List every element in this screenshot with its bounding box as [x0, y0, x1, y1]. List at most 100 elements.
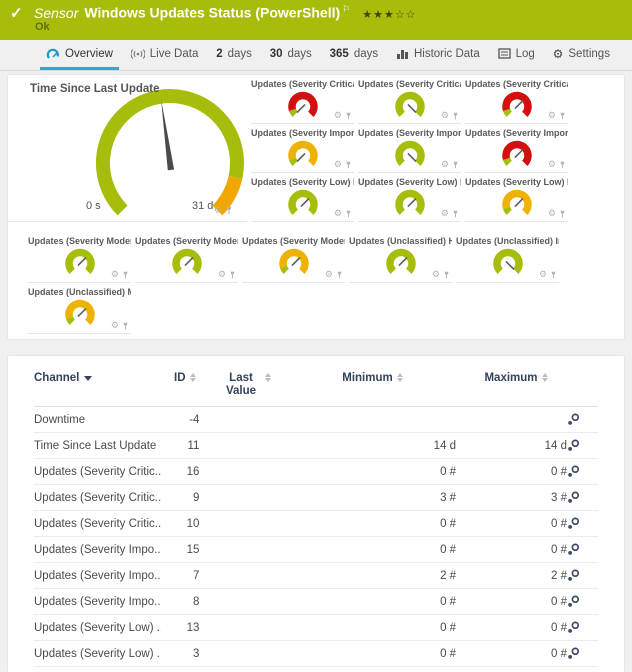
- gauge-tile[interactable]: Updates (Severity Moderate) ... ⚙: [242, 232, 345, 283]
- gear-icon[interactable]: ⚙: [213, 205, 222, 215]
- tab-30-days[interactable]: 30 days: [264, 40, 318, 70]
- channel-settings-button[interactable]: [567, 413, 598, 426]
- channel-settings-button[interactable]: [567, 439, 598, 452]
- column-header-minimum[interactable]: Minimum: [285, 372, 460, 384]
- tab-settings[interactable]: ⚙ Settings: [547, 40, 616, 70]
- channel-row[interactable]: Updates (Severity Critic... 10 0 # 0 #: [34, 511, 598, 537]
- pin-icon[interactable]: [452, 161, 459, 169]
- priority-stars[interactable]: ★★★☆☆: [362, 8, 417, 21]
- pin-icon[interactable]: [345, 161, 352, 169]
- channel-row[interactable]: Updates (Severity Impo... 7 2 # 2 #: [34, 563, 598, 589]
- cell-id: 13: [186, 621, 200, 634]
- channel-settings-button[interactable]: [567, 491, 598, 504]
- tab-live-data[interactable]: Live Data: [125, 40, 205, 70]
- column-header-id[interactable]: ID: [162, 372, 207, 384]
- tab-historic-data[interactable]: Historic Data: [390, 40, 486, 70]
- gear-icon[interactable]: ⚙: [324, 269, 333, 279]
- gauge-tile-label: Updates (Severity Important) ...: [465, 128, 568, 138]
- gear-icon[interactable]: ⚙: [431, 269, 440, 279]
- pin-icon[interactable]: [559, 210, 566, 218]
- gauge-tile[interactable]: Updates (Severity Important) ... ⚙: [358, 124, 461, 173]
- gear-icon[interactable]: ⚙: [547, 208, 556, 218]
- gear-icon[interactable]: ⚙: [333, 159, 342, 169]
- gauge-tile[interactable]: Updates (Unclassified) Install... ⚙: [456, 232, 559, 283]
- column-header-last-value[interactable]: Last Value: [207, 372, 285, 398]
- gauge-tile[interactable]: Updates (Severity Low) Missi... ⚙: [465, 173, 568, 222]
- gear-icon[interactable]: ⚙: [110, 320, 119, 330]
- channel-settings-icon[interactable]: [567, 543, 580, 556]
- gauge-tile[interactable]: Updates (Severity Critical) Ins... ⚙: [358, 75, 461, 124]
- pin-icon[interactable]: [225, 206, 233, 215]
- gauge-tile[interactable]: Updates (Severity Low) Hidden ⚙: [251, 173, 354, 222]
- pin-icon[interactable]: [559, 112, 566, 120]
- gauge-tile[interactable]: Updates (Unclassified) Hidden ⚙: [349, 232, 452, 283]
- pin-icon[interactable]: [122, 271, 129, 279]
- channel-settings-button[interactable]: [567, 465, 598, 478]
- gear-icon: ⚙: [552, 46, 564, 61]
- channel-settings-icon[interactable]: [567, 569, 580, 582]
- channel-settings-icon[interactable]: [567, 621, 580, 634]
- gauge-tile[interactable]: Updates (Severity Moderate) I... ⚙: [135, 232, 238, 283]
- gear-icon[interactable]: ⚙: [110, 269, 119, 279]
- channel-row[interactable]: Updates (Severity Impo... 8 0 # 0 #: [34, 589, 598, 615]
- channel-settings-button[interactable]: [567, 543, 598, 556]
- column-header-channel[interactable]: Channel: [34, 372, 162, 384]
- channel-settings-icon[interactable]: [567, 491, 580, 504]
- channel-settings-icon[interactable]: [567, 595, 580, 608]
- pin-icon[interactable]: [452, 210, 459, 218]
- channel-row[interactable]: Downtime -4: [34, 407, 598, 433]
- channel-settings-icon[interactable]: [567, 439, 580, 452]
- pin-icon[interactable]: [550, 271, 557, 279]
- flag-icon[interactable]: ⚐: [342, 4, 351, 14]
- pin-icon[interactable]: [336, 271, 343, 279]
- gear-icon[interactable]: ⚙: [440, 110, 449, 120]
- gear-icon[interactable]: ⚙: [440, 208, 449, 218]
- channel-settings-button[interactable]: [567, 621, 598, 634]
- pin-icon[interactable]: [229, 271, 236, 279]
- gauge-tile[interactable]: Updates (Unclassified) Missing ⚙: [28, 283, 131, 334]
- pin-icon[interactable]: [559, 161, 566, 169]
- tab-label: Live Data: [149, 47, 199, 60]
- channel-settings-icon[interactable]: [567, 413, 580, 426]
- channel-row[interactable]: Time Since Last Update 11 14 d 14 d: [34, 433, 598, 459]
- gear-icon[interactable]: ⚙: [547, 110, 556, 120]
- gear-icon[interactable]: ⚙: [333, 110, 342, 120]
- channel-row[interactable]: Updates (Severity Low) ... 3 0 # 0 #: [34, 641, 598, 667]
- gear-icon[interactable]: ⚙: [333, 208, 342, 218]
- tab-2-days[interactable]: 2 days: [210, 40, 258, 70]
- tab-log[interactable]: Log: [492, 40, 541, 70]
- channel-settings-button[interactable]: [567, 647, 598, 660]
- gauge-tile[interactable]: Updates (Severity Moderate) ... ⚙: [28, 232, 131, 283]
- gauge-tile[interactable]: Updates (Severity Critical) Hi... ⚙: [251, 75, 354, 124]
- channel-row[interactable]: Updates (Severity Impo... 15 0 # 0 #: [34, 537, 598, 563]
- gauge-tile[interactable]: Updates (Severity Critical) Mi... ⚙: [465, 75, 568, 124]
- channel-settings-icon[interactable]: [567, 517, 580, 530]
- channel-settings-icon[interactable]: [567, 647, 580, 660]
- pin-icon[interactable]: [443, 271, 450, 279]
- channel-row[interactable]: Updates (Severity Critic... 16 0 # 0 #: [34, 459, 598, 485]
- channel-settings-button[interactable]: [567, 595, 598, 608]
- main-gauge-tile[interactable]: Time Since Last Update 0 s 31 d ⚙: [8, 75, 247, 222]
- gear-icon[interactable]: ⚙: [217, 269, 226, 279]
- tab-overview[interactable]: Overview: [40, 40, 119, 70]
- sensor-word: Sensor: [34, 4, 79, 21]
- pin-icon[interactable]: [345, 210, 352, 218]
- pin-icon[interactable]: [122, 322, 129, 330]
- gauge-tile[interactable]: Updates (Severity Important) ... ⚙: [251, 124, 354, 173]
- gear-icon[interactable]: ⚙: [440, 159, 449, 169]
- channel-row[interactable]: Updates (Severity Critic... 9 3 # 3 #: [34, 485, 598, 511]
- gauge-tile[interactable]: Updates (Severity Low) Install... ⚙: [358, 173, 461, 222]
- pin-icon[interactable]: [452, 112, 459, 120]
- column-header-maximum[interactable]: Maximum: [460, 372, 572, 384]
- channel-settings-button[interactable]: [567, 569, 598, 582]
- channel-settings-button[interactable]: [567, 517, 598, 530]
- gear-icon[interactable]: ⚙: [538, 269, 547, 279]
- tab-label: Settings: [568, 47, 610, 60]
- signal-icon: [130, 48, 145, 59]
- gauge-tile[interactable]: Updates (Severity Important) ... ⚙: [465, 124, 568, 173]
- channel-settings-icon[interactable]: [567, 465, 580, 478]
- pin-icon[interactable]: [345, 112, 352, 120]
- tab-365-days[interactable]: 365 days: [324, 40, 384, 70]
- channel-row[interactable]: Updates (Severity Low) ... 13 0 # 0 #: [34, 615, 598, 641]
- gear-icon[interactable]: ⚙: [547, 159, 556, 169]
